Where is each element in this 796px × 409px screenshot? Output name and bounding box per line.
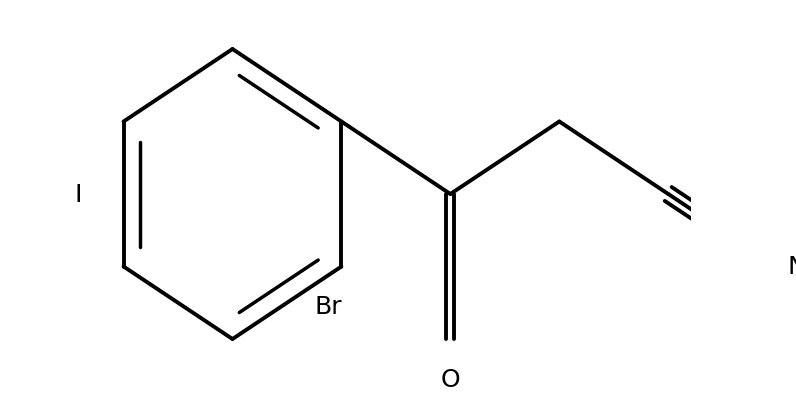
- Text: O: O: [440, 367, 460, 391]
- Text: I: I: [74, 182, 82, 207]
- Text: N: N: [787, 255, 796, 279]
- Text: Br: Br: [314, 295, 342, 319]
